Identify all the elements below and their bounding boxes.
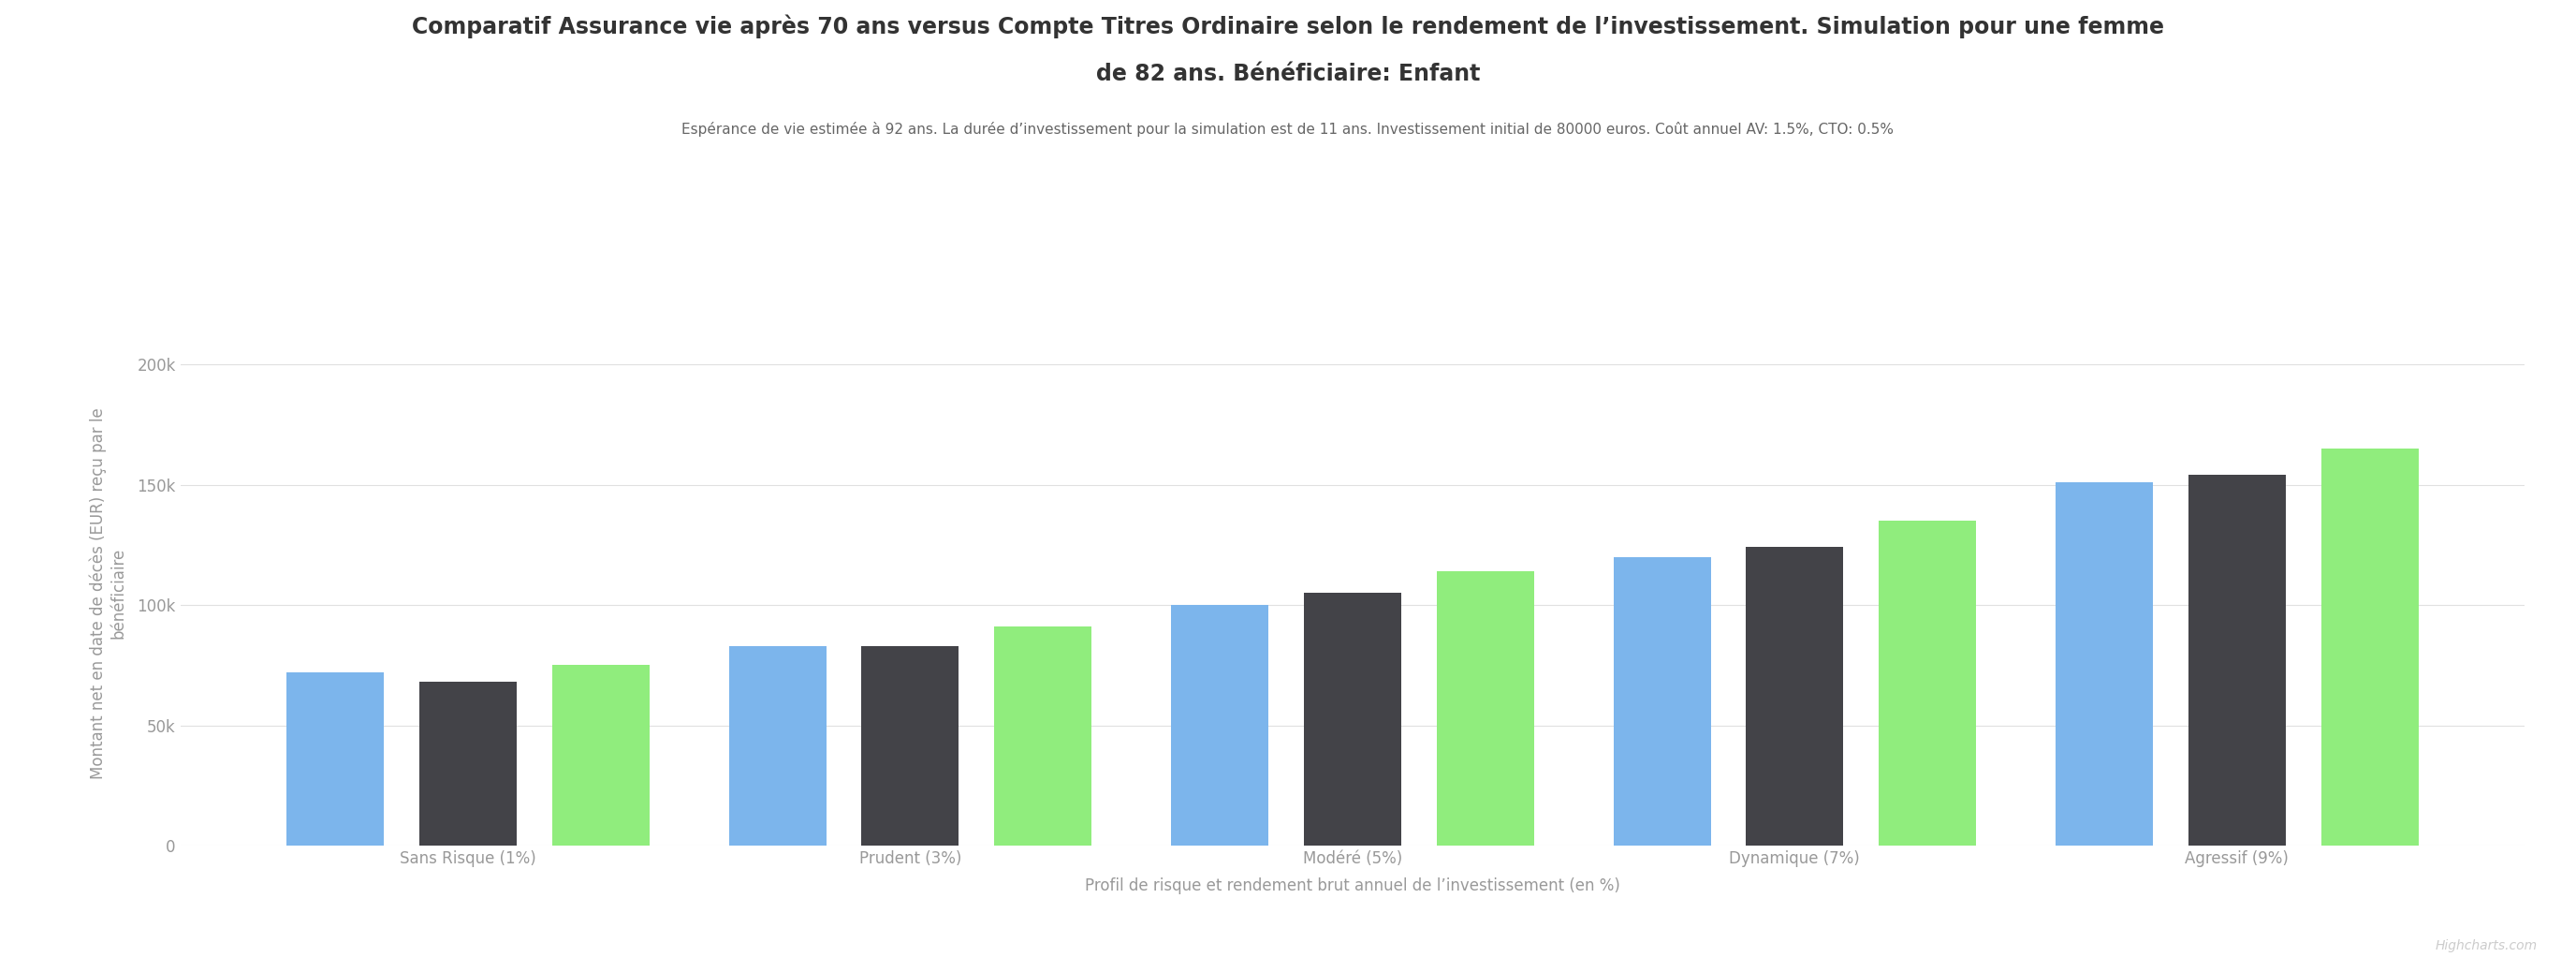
Text: Comparatif Assurance vie après 70 ans versus Compte Titres Ordinaire selon le re: Comparatif Assurance vie après 70 ans ve…: [412, 15, 2164, 39]
Bar: [2190, 475, 2285, 846]
Text: Highcharts.com: Highcharts.com: [2434, 940, 2537, 953]
Bar: [1303, 593, 1401, 846]
Bar: [2321, 448, 2419, 846]
Text: de 82 ans. Bénéficiaire: Enfant: de 82 ans. Bénéficiaire: Enfant: [1095, 63, 1481, 86]
X-axis label: Profil de risque et rendement brut annuel de l’investissement (en %): Profil de risque et rendement brut annue…: [1084, 878, 1620, 894]
Bar: [1172, 605, 1267, 846]
Bar: [420, 682, 515, 846]
Bar: [2056, 482, 2154, 846]
Bar: [729, 645, 827, 846]
Y-axis label: Montant net en date de décès (EUR) reçu par le
bénéficiaire: Montant net en date de décès (EUR) reçu …: [90, 407, 126, 779]
Bar: [1437, 572, 1533, 846]
Bar: [994, 627, 1092, 846]
Bar: [1747, 547, 1844, 846]
Bar: [1613, 557, 1710, 846]
Text: Espérance de vie estimée à 92 ans. La durée d’investissement pour la simulation : Espérance de vie estimée à 92 ans. La du…: [683, 122, 1893, 136]
Bar: [1878, 521, 1976, 846]
Bar: [860, 645, 958, 846]
Bar: [551, 665, 649, 846]
Bar: [286, 673, 384, 846]
